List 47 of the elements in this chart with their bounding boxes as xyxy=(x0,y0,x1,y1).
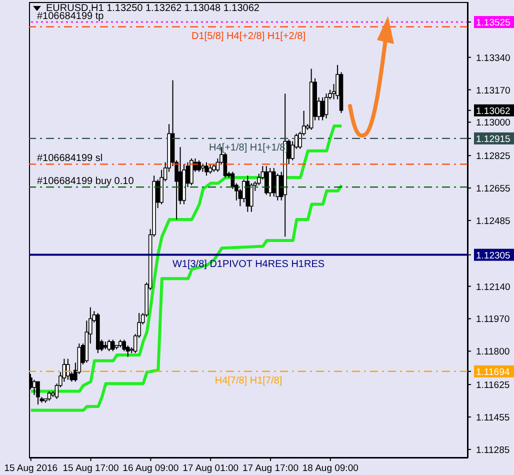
candlestick xyxy=(36,381,40,406)
y-tick-label: 1.12915 xyxy=(476,134,510,145)
y-tick-label: 1.12305 xyxy=(476,250,510,262)
y-tick-label: 1.11285 xyxy=(476,444,510,456)
x-tick-label: 15 Aug 17:00 xyxy=(62,463,119,474)
y-tick-label: 1.13170 xyxy=(476,85,510,96)
chart-title: EURUSD,H1 1.13250 1.13262 1.13048 1.13062 xyxy=(46,3,260,14)
y-tick-label: 1.11625 xyxy=(476,380,510,392)
x-tick-label: 17 Aug 17:00 xyxy=(242,463,298,474)
y-tick-label: 1.12140 xyxy=(476,282,510,293)
candlestick xyxy=(320,96,324,121)
candlestick xyxy=(107,339,112,352)
candlestick xyxy=(190,158,194,186)
candlestick xyxy=(47,390,52,402)
candlestick xyxy=(197,160,201,172)
y-tick-label: 1.12825 xyxy=(476,151,510,162)
candlestick xyxy=(204,162,208,176)
candlestick xyxy=(32,379,36,396)
line-series xyxy=(29,124,344,393)
candlestick xyxy=(110,339,115,352)
y-tick-label: 1.13000 xyxy=(476,118,510,129)
candlestick xyxy=(324,93,328,119)
ref-line-label: D1[5/8] H4[+2/8] H1[+2/8] xyxy=(192,30,306,42)
y-tick-label: 1.11694 xyxy=(476,366,510,378)
candlestick xyxy=(250,182,254,212)
candlestick xyxy=(272,167,276,198)
y-tick-label: 1.13340 xyxy=(476,52,510,64)
ref-line-label: #106684199 buy 0.10 xyxy=(37,176,134,188)
candlestick xyxy=(242,178,246,203)
candlestick xyxy=(66,358,70,380)
y-tick-label: 1.11455 xyxy=(476,412,510,424)
y-tick-label: 1.12655 xyxy=(476,184,510,195)
y-tick-label: 1.11800 xyxy=(476,346,510,358)
x-tick-label: 17 Aug 01:00 xyxy=(182,463,239,474)
ref-line-label: #106684199 tp xyxy=(37,11,104,22)
candlestick xyxy=(268,167,272,198)
x-tick-label: 16 Aug 09:00 xyxy=(122,463,179,474)
x-tick-label: 15 Aug 2016 xyxy=(4,463,58,474)
ref-line-label: H4[7/8] H1[7/8] xyxy=(214,375,282,386)
y-tick-label: 1.13062 xyxy=(476,106,510,117)
ref-line-label: #106684199 sl xyxy=(37,153,103,164)
x-tick-label: 18 Aug 09:00 xyxy=(302,463,358,474)
candlestick xyxy=(208,164,212,174)
y-tick-label: 1.11970 xyxy=(476,314,510,326)
ref-line-label: W1[3/8] D1PIVOT H4RES H1RES xyxy=(172,258,325,270)
y-tick-label: 1.13525 xyxy=(476,18,510,29)
y-tick-label: 1.12485 xyxy=(476,216,510,227)
